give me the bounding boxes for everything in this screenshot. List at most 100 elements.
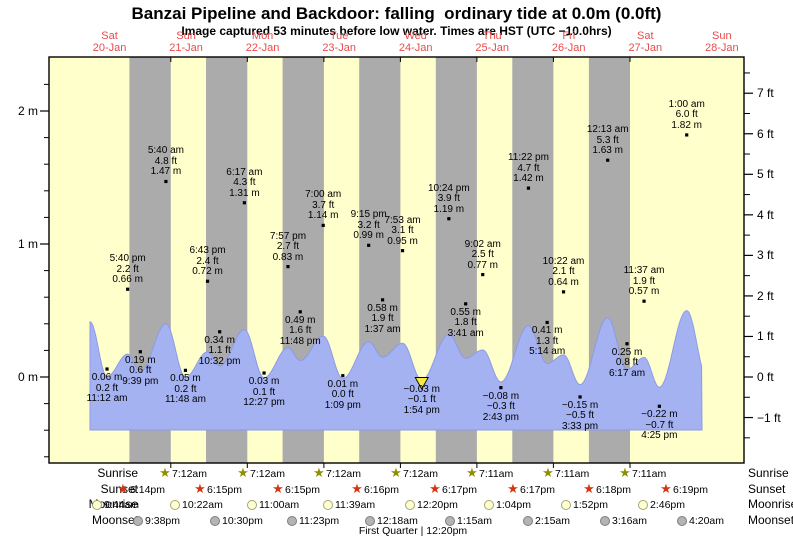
sunset-star: ★ [194, 481, 206, 496]
tide-event-label: 0.55 m 1.8 ft 3:41 am [447, 306, 484, 339]
tide-event-dot [138, 350, 142, 354]
astro-time: 7:11am [632, 468, 667, 480]
moonset-circle [210, 516, 220, 526]
astro-time: 7:12am [403, 468, 439, 480]
y-axis-right-label: 3 ft [757, 248, 774, 263]
moonrise-circle [92, 500, 102, 510]
tide-event-dot [242, 201, 246, 205]
astro-time: 4:20am [689, 515, 725, 527]
tide-event-label: 0.34 m 1.1 ft 10:32 pm [198, 334, 241, 367]
sunset-star: ★ [429, 481, 441, 496]
sunset-star: ★ [660, 481, 672, 496]
astro-time: 6:15pm [207, 484, 243, 496]
tide-event-dot [262, 371, 266, 375]
sunset-star: ★ [272, 481, 284, 496]
sunset-star: ★ [507, 481, 519, 496]
tide-event-dot [464, 302, 468, 306]
day-header: Sat 20-Jan [92, 30, 127, 54]
chart-subtitle: Image captured 53 minutes before low wat… [181, 24, 612, 38]
astro-time: 9:38pm [145, 515, 181, 527]
astro-time: 6:15pm [285, 484, 321, 496]
sunrise-star: ★ [542, 465, 554, 480]
astro-time: 7:12am [326, 468, 362, 480]
tide-event-dot [286, 265, 290, 269]
tide-event-label: 12:13 am 5.3 ft 1.63 m [586, 124, 629, 157]
sunrise-star: ★ [466, 465, 478, 480]
astro-time: 11:23pm [299, 515, 340, 527]
astro-time: 1:04pm [496, 499, 532, 511]
astro-time: 9:44am [104, 499, 140, 511]
day-header: Sun 21-Jan [169, 30, 203, 54]
moonset-circle [133, 516, 143, 526]
tide-event-dot [642, 299, 646, 303]
moonrise-circle [561, 500, 571, 510]
tide-event-dot [526, 186, 531, 190]
tide-event-label: 0.03 m 0.1 ft 12:27 pm [243, 376, 285, 408]
tide-event-label: 9:02 am 2.5 ft 0.77 m [464, 238, 501, 271]
y-axis-right-label: 1 ft [757, 329, 774, 344]
moonrise-circle [484, 500, 494, 510]
tide-event-dot [499, 386, 503, 390]
y-axis-left-label: 1 m [17, 237, 38, 251]
moon-phase-note: First Quarter | 12:20pm [358, 525, 468, 537]
y-axis-right-label: −1 ft [757, 410, 781, 425]
sunrise-star: ★ [390, 465, 402, 480]
sunset-star: ★ [583, 481, 595, 496]
tide-event-dot [561, 290, 566, 294]
astro-time: 10:30pm [222, 515, 263, 527]
day-header: Tue 23-Jan [322, 30, 356, 54]
moonset-circle [445, 516, 455, 526]
moonrise-circle [247, 500, 257, 510]
astro-time: 6:14pm [130, 484, 166, 496]
astro-time: 6:18pm [596, 484, 632, 496]
tide-event-label: 7:53 am 3.1 ft 0.95 m [384, 214, 421, 247]
y-axis-left-label: 2 m [17, 104, 38, 118]
astro-row-label-left-sunrise: Sunrise [97, 466, 138, 480]
day-header: Mon 22-Jan [245, 30, 280, 54]
plot-border [48, 56, 745, 464]
astro-time: 7:11am [479, 468, 514, 480]
tide-event-dot [126, 287, 130, 291]
tide-event-dot [685, 133, 689, 137]
astro-time: 2:15am [535, 515, 571, 527]
astro-row-label-left-sunset: Sunset [100, 482, 138, 496]
y-axis-right-label: 6 ft [757, 126, 774, 141]
y-axis-right-label: 4 ft [757, 207, 774, 222]
astro-time: 12:20pm [417, 499, 458, 511]
astro-row-label-right-moonrise: Moonrise [748, 497, 793, 511]
y-axis-right-label: 0 ft [757, 370, 774, 384]
moonset-circle [677, 516, 687, 526]
sunrise-star: ★ [237, 465, 249, 480]
tide-event-label: 10:22 am 2.1 ft 0.64 m [542, 255, 585, 288]
tide-event-label: 7:00 am 3.7 ft 1.14 m [305, 189, 342, 222]
tide-event-dot [657, 404, 661, 408]
moonset-circle [365, 516, 375, 526]
tide-event-label: 9:15 pm 3.2 ft 0.99 m [350, 209, 387, 242]
tide-event-dot [481, 272, 485, 277]
astro-row-label-right-moonset: Moonset [748, 513, 793, 527]
y-axis-right-label: 7 ft [757, 86, 774, 101]
tide-event-label: 0.58 m 1.9 ft 1:37 am [364, 302, 401, 335]
current-tide-marker-triangle [414, 377, 430, 390]
tide-event-dot [367, 243, 371, 247]
astro-time: 6:19pm [673, 484, 709, 496]
astro-time: 7:12am [172, 468, 208, 480]
moonset-circle [600, 516, 610, 526]
astro-row-label-right-sunrise: Sunrise [748, 466, 789, 480]
moonset-circle [287, 516, 297, 526]
moonrise-circle [323, 500, 333, 510]
sunset-star: ★ [117, 481, 129, 496]
tide-curve-area [89, 310, 703, 431]
astro-time: 2:46pm [650, 499, 686, 511]
tide-event-label: −0.15 m −0.5 ft 3:33 pm [561, 399, 599, 432]
sunrise-star: ★ [313, 465, 325, 480]
astro-time: 6:17pm [520, 484, 556, 496]
astro-time: 1:15am [457, 515, 493, 527]
tide-event-dot [578, 395, 582, 399]
sunset-star: ★ [351, 481, 363, 496]
tide-event-label: 0.41 m 1.3 ft 5:14 am [529, 325, 566, 358]
astro-time: 6:16pm [364, 484, 400, 496]
y-axis-right-label: 5 ft [757, 167, 774, 182]
sunrise-star: ★ [159, 465, 171, 480]
